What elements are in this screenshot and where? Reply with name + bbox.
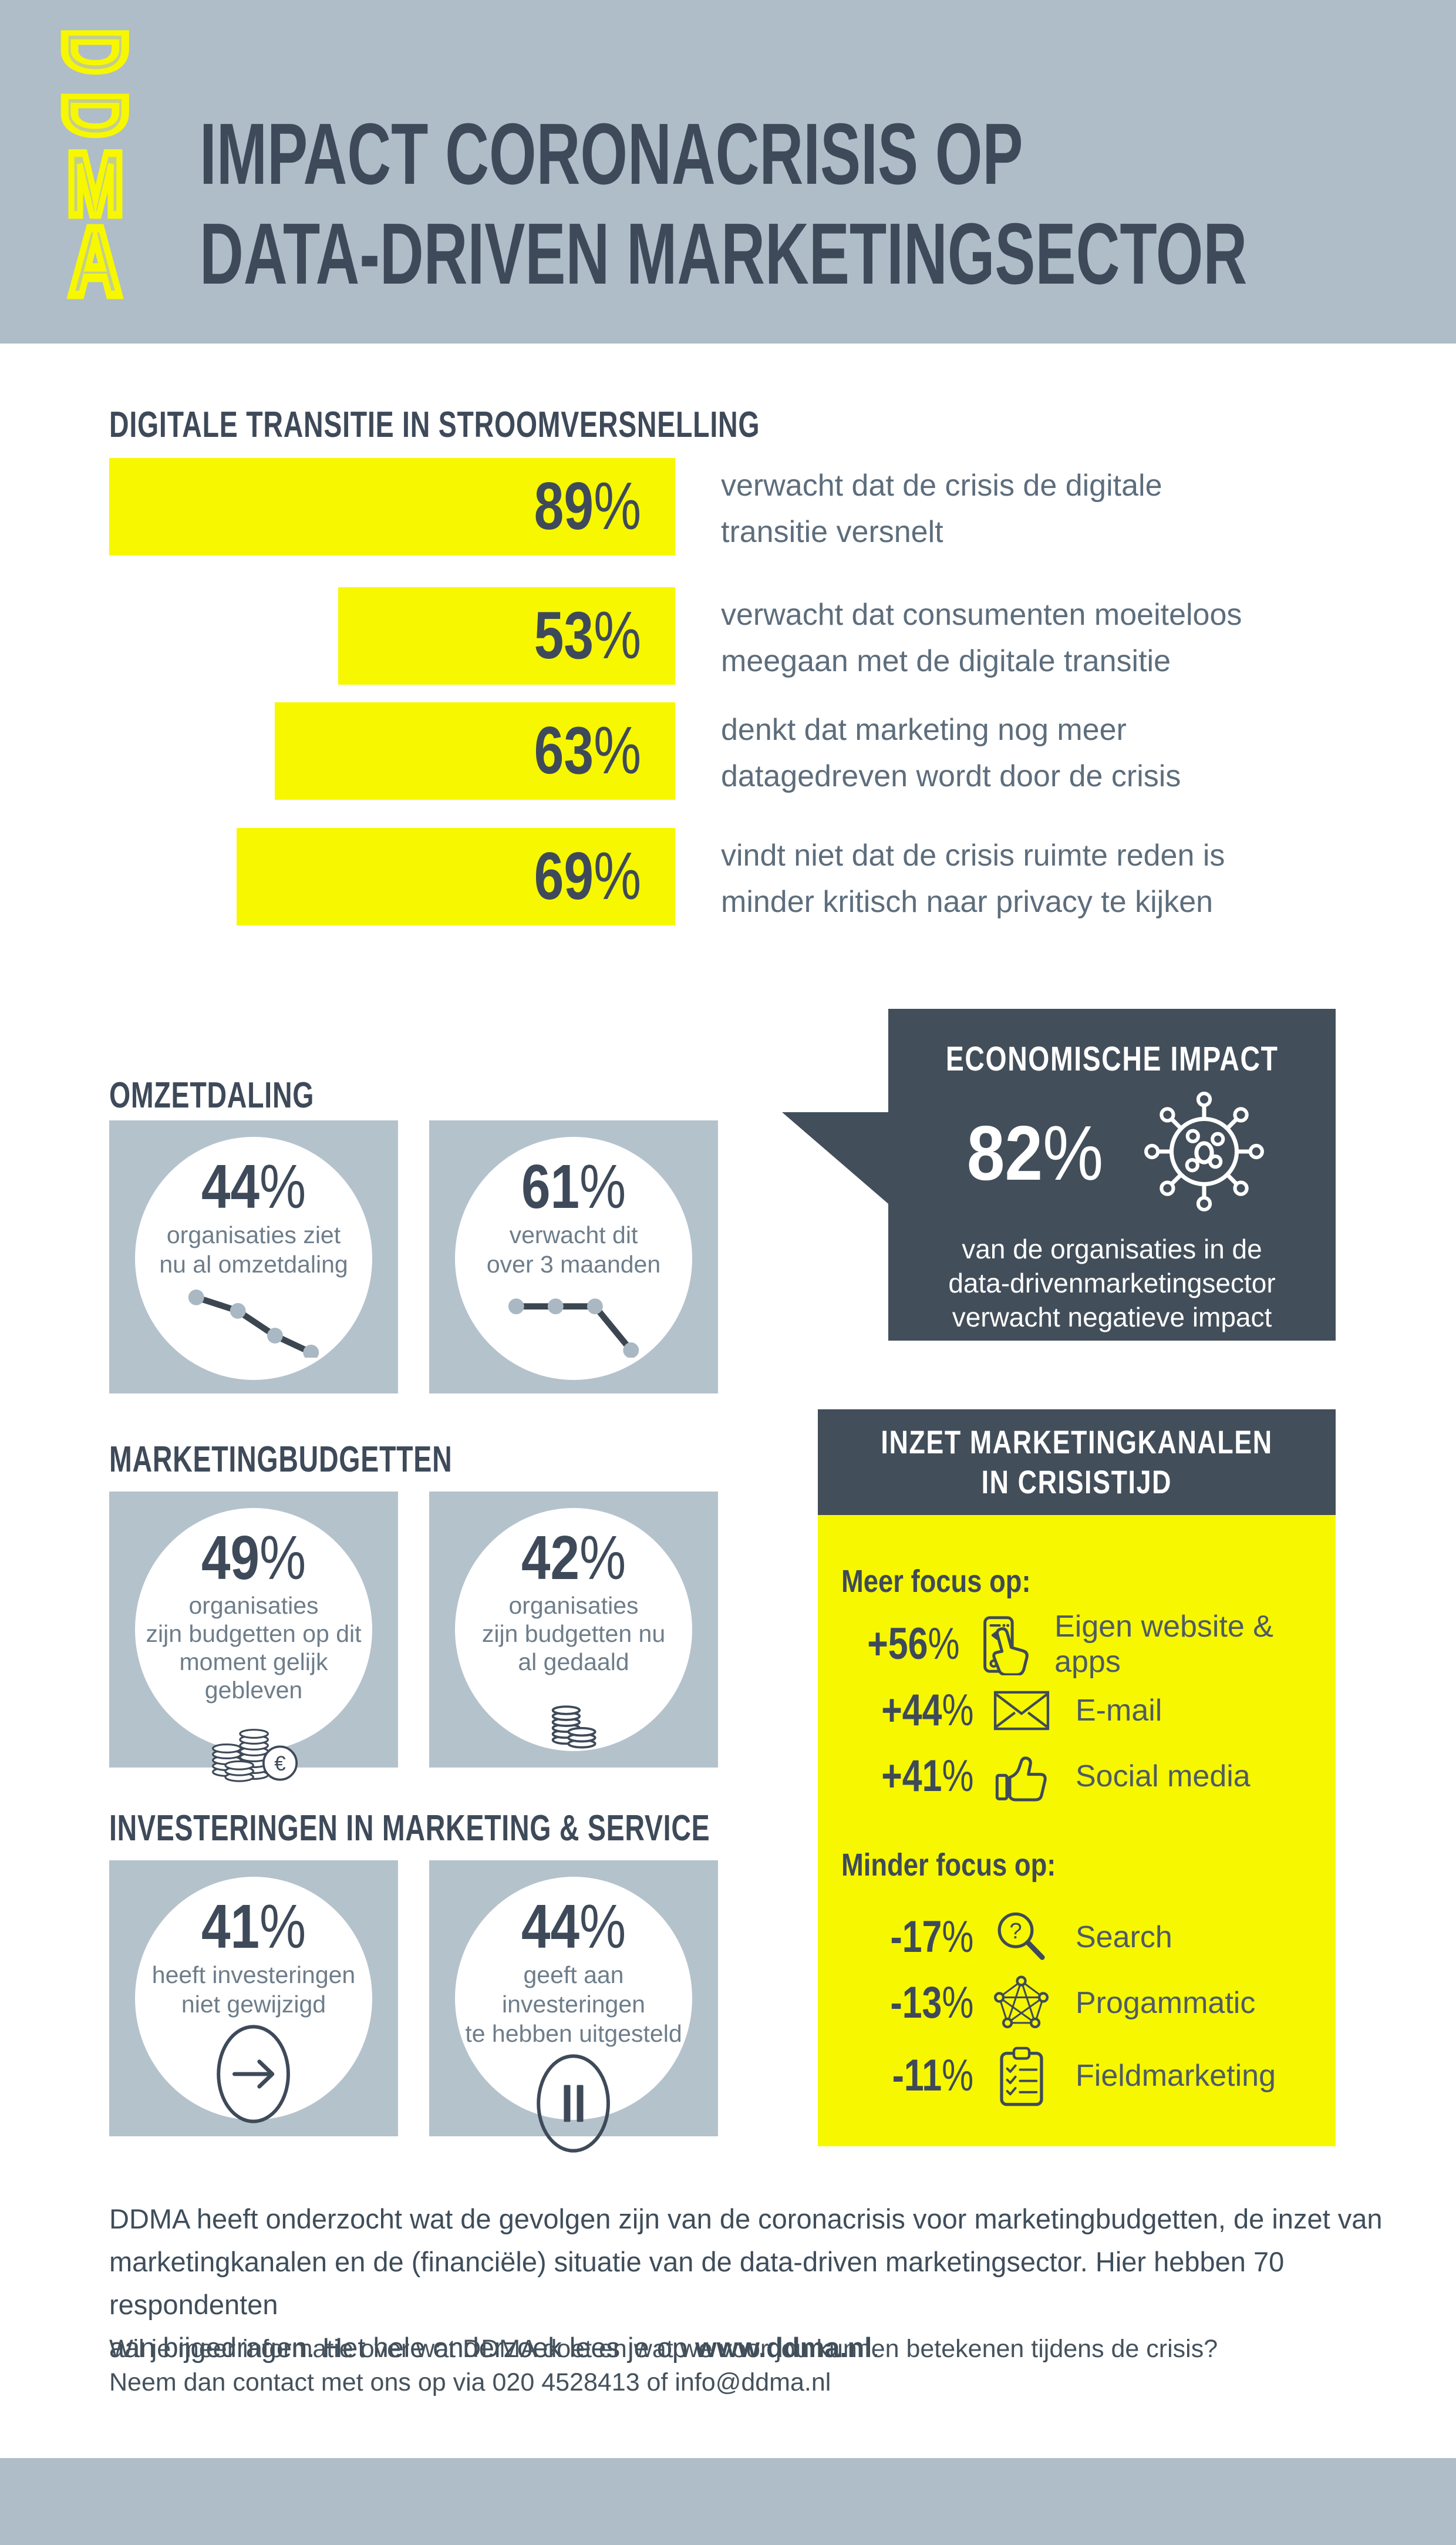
stat-ellipse: 49% organisaties zijn budgetten op dit m… xyxy=(135,1508,372,1782)
flat-then-drop-line-chart-icon xyxy=(455,1287,692,1361)
clipboard-checklist-icon xyxy=(986,2044,1057,2108)
stat-card-budget-49: 49% organisaties zijn budgetten op dit m… xyxy=(109,1492,398,1782)
stat-value: 41% xyxy=(201,1892,306,1961)
ddma-logo-letter-m: M xyxy=(63,133,127,234)
section-heading-omzetdaling: OMZETDALING xyxy=(109,1075,315,1116)
network-nodes-icon xyxy=(986,1975,1057,2031)
section-heading-investeringen: INVESTERINGEN IN MARKETING & SERVICE xyxy=(109,1808,710,1849)
stat-ellipse: 44% organisaties ziet nu al omzetdaling xyxy=(135,1137,372,1380)
focus-value: +41% xyxy=(881,1751,973,1801)
ddma-logo-letter-d1: D xyxy=(42,25,147,78)
minder-focus-heading: Minder focus op: xyxy=(841,1847,1056,1883)
declining-line-chart-icon xyxy=(135,1287,372,1361)
percentage-bar-53: 53% xyxy=(338,587,675,685)
focus-row-programmatic: -13% Progammatic xyxy=(841,1974,1317,2032)
stat-ellipse: 42% organisaties zijn budgetten nu al ge… xyxy=(455,1508,692,1751)
bar-description: denkt dat marketing nog meer datagedreven… xyxy=(721,713,1181,793)
contact-line[interactable]: Neem dan contact met ons op via 020 4528… xyxy=(109,2368,831,2396)
focus-value: +56% xyxy=(867,1619,960,1669)
panel-title: ECONOMISCHE IMPACT xyxy=(945,1040,1279,1078)
focus-value: -13% xyxy=(890,1978,973,2028)
focus-value: -11% xyxy=(892,2051,973,2100)
stat-caption: heeft investeringen niet gewijzigd xyxy=(151,1961,356,2018)
focus-row-search: -17% ? Search xyxy=(841,1908,1317,1967)
focus-row-website: +56% Eigen website & apps xyxy=(841,1610,1317,1679)
percentage-bar-89: 89% xyxy=(109,458,675,556)
economische-impact-panel: ECONOMISCHE IMPACT 82% xyxy=(888,1009,1336,1341)
smartphone-swipe-icon xyxy=(972,1614,1036,1675)
impact-caption: van de organisaties in de data-drivenmar… xyxy=(948,1234,1276,1332)
svg-text:?: ? xyxy=(1009,1918,1022,1944)
stat-ellipse: 41% heeft investeringen niet gewijzigd xyxy=(135,1877,372,2123)
focus-row-fieldmarketing: -11% Fieldmarketing xyxy=(841,2044,1317,2108)
focus-row-social: +41% Social media xyxy=(841,1747,1317,1806)
meer-focus-heading: Meer focus op: xyxy=(841,1564,1031,1599)
thumbs-up-icon xyxy=(986,1747,1057,1806)
ddma-logo-letter-a: A xyxy=(66,207,124,316)
footer-paragraph-1: DDMA heeft onderzocht wat de gevolgen zi… xyxy=(109,2203,1383,2363)
focus-label: E-mail xyxy=(1076,1694,1162,1728)
stat-ellipse: 44% geeft aan investeringen te hebben ui… xyxy=(455,1877,692,2153)
bar-description: verwacht dat de crisis de digitale transi… xyxy=(721,469,1162,549)
stat-value: 61% xyxy=(521,1152,626,1221)
page-title: IMPACT CORONACRISIS OP DATA-DRIVEN MARKE… xyxy=(200,105,1456,304)
stat-caption: organisaties zijn budgetten nu al gedaal… xyxy=(481,1592,666,1675)
speech-bubble-tail xyxy=(782,1112,888,1204)
stat-card-budget-42: 42% organisaties zijn budgetten nu al ge… xyxy=(429,1492,718,1768)
stat-caption: geeft aan investeringen te hebben uitges… xyxy=(465,1961,682,2047)
focus-label: Social media xyxy=(1076,1759,1251,1793)
footer-band xyxy=(0,2458,1456,2545)
stat-card-omzetdaling-44: 44% organisaties ziet nu al omzetdaling xyxy=(109,1120,398,1393)
bar-value: 69% xyxy=(534,839,641,914)
arrow-right-circle-icon xyxy=(135,2021,372,2130)
stat-value: 44% xyxy=(521,1892,626,1961)
stat-card-invest-41: 41% heeft investeringen niet gewijzigd xyxy=(109,1860,398,2136)
stat-value: 49% xyxy=(201,1523,306,1593)
stat-caption: organisaties ziet nu al omzetdaling xyxy=(159,1221,348,1278)
kanalen-panel-title: INZET MARKETINGKANALEN IN CRISISTIJD xyxy=(818,1409,1336,1515)
bar-description: vindt niet dat de crisis ruimte reden is… xyxy=(721,839,1225,919)
bar-value: 53% xyxy=(534,598,641,673)
search-question-icon: ? xyxy=(986,1908,1057,1967)
bar-value: 63% xyxy=(534,713,641,788)
percentage-bar-63: 63% xyxy=(275,702,675,800)
website-link-text[interactable]: www.ddma.nl xyxy=(695,2332,872,2363)
kanalen-panel-body: Meer focus op: +56% Eigen website & app xyxy=(818,1515,1336,2146)
focus-value: -17% xyxy=(890,1912,973,1962)
stat-card-omzetdaling-61: 61% verwacht dit over 3 maanden xyxy=(429,1120,718,1393)
focus-value: +44% xyxy=(881,1685,973,1735)
stat-value: 42% xyxy=(521,1523,626,1593)
focus-label: Search xyxy=(1076,1920,1172,1954)
focus-row-email: +44% E-mail xyxy=(841,1681,1317,1740)
impact-value: 82% xyxy=(966,1109,1104,1196)
focus-label: Fieldmarketing xyxy=(1076,2059,1276,2093)
header-band xyxy=(0,0,1456,344)
virus-icon xyxy=(1142,1089,1266,1217)
page-title-line1: IMPACT CORONACRISIS OP xyxy=(200,106,1023,203)
page-title-line2: DATA-DRIVEN MARKETINGSECTOR xyxy=(200,206,1248,302)
coin-stacks-icon xyxy=(455,1681,692,1754)
envelope-icon xyxy=(986,1688,1057,1733)
stat-caption: verwacht dit over 3 maanden xyxy=(486,1221,661,1278)
focus-label: Eigen website & apps xyxy=(1054,1610,1273,1679)
stat-value: 44% xyxy=(201,1152,306,1221)
section-heading-digitale-transitie: DIGITALE TRANSITIE IN STROOMVERSNELLING xyxy=(109,405,760,445)
pause-circle-icon xyxy=(455,2051,692,2159)
footer-paragraph-2: Wil je meer informatie over wat DDMA doe… xyxy=(109,2332,1218,2399)
bar-description: verwacht dat consumenten moeiteloos meega… xyxy=(721,598,1242,678)
focus-label: Progammatic xyxy=(1076,1986,1256,2020)
svg-text:€: € xyxy=(274,1752,285,1775)
stat-ellipse: 61% verwacht dit over 3 maanden xyxy=(455,1137,692,1380)
stat-caption: organisaties zijn budgetten op dit momen… xyxy=(146,1592,362,1704)
coin-stacks-euro-icon: € xyxy=(135,1709,372,1785)
stat-card-invest-44: 44% geeft aan investeringen te hebben ui… xyxy=(429,1860,718,2153)
section-heading-marketingbudgetten: MARKETINGBUDGETTEN xyxy=(109,1439,453,1480)
percentage-bar-69: 69% xyxy=(237,828,675,925)
bar-value: 89% xyxy=(534,469,641,544)
